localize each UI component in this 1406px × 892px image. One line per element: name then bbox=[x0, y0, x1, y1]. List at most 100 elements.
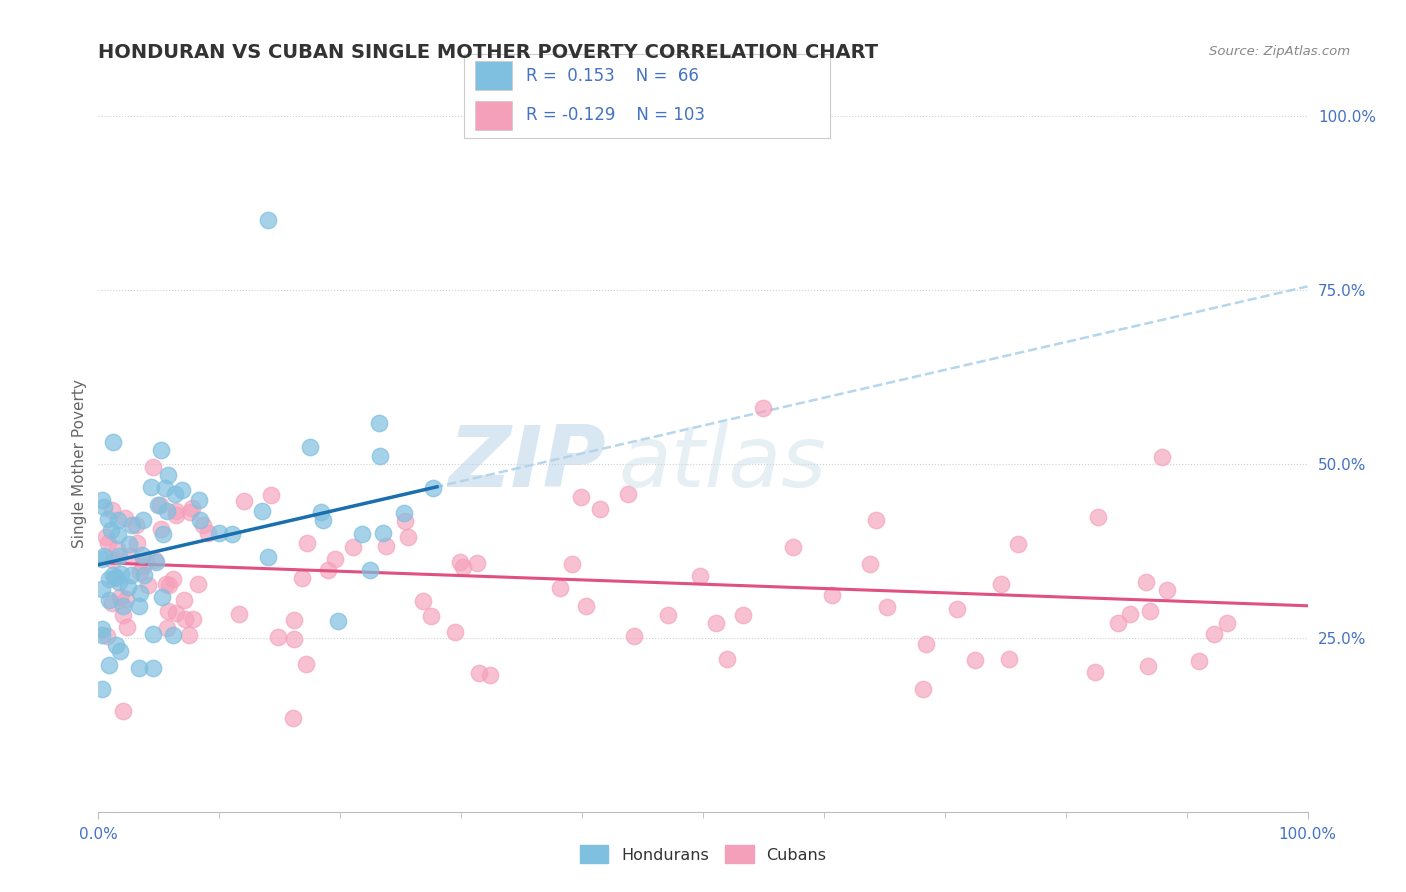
Point bbox=[297, 536, 319, 550]
Point bbox=[422, 481, 444, 495]
Point bbox=[479, 667, 502, 681]
Point bbox=[129, 586, 152, 600]
Point bbox=[221, 526, 243, 541]
Point bbox=[468, 665, 491, 680]
Point bbox=[142, 627, 165, 641]
Point bbox=[359, 564, 381, 578]
Point bbox=[153, 481, 176, 495]
Point bbox=[108, 644, 131, 658]
Point bbox=[114, 511, 136, 525]
Point bbox=[115, 620, 138, 634]
Point bbox=[571, 490, 593, 504]
Point bbox=[465, 557, 488, 571]
Point bbox=[149, 498, 172, 512]
Point bbox=[101, 567, 124, 582]
Point bbox=[121, 518, 143, 533]
Point bbox=[575, 599, 598, 613]
Point bbox=[181, 612, 204, 626]
Point bbox=[617, 487, 640, 501]
Point bbox=[105, 542, 128, 557]
Point bbox=[191, 518, 214, 533]
Point bbox=[1135, 575, 1157, 590]
Point bbox=[197, 525, 219, 540]
Point bbox=[912, 681, 935, 696]
Point bbox=[316, 563, 339, 577]
Point bbox=[350, 526, 373, 541]
Point bbox=[107, 528, 129, 542]
Point bbox=[1156, 583, 1178, 598]
Point bbox=[187, 577, 209, 591]
Point bbox=[148, 499, 170, 513]
Point bbox=[97, 536, 120, 550]
Point bbox=[256, 213, 278, 227]
Point bbox=[107, 513, 129, 527]
Point bbox=[100, 523, 122, 537]
Point bbox=[561, 557, 583, 571]
Point bbox=[101, 596, 124, 610]
Point bbox=[105, 638, 128, 652]
Point bbox=[267, 630, 290, 644]
Point bbox=[323, 552, 346, 566]
Point bbox=[93, 549, 115, 564]
Point bbox=[1083, 665, 1105, 679]
Point bbox=[150, 590, 173, 604]
Point bbox=[1119, 607, 1142, 621]
Point bbox=[326, 615, 349, 629]
Point bbox=[127, 536, 149, 550]
Point bbox=[157, 603, 180, 617]
Point bbox=[412, 594, 434, 608]
Point bbox=[149, 442, 172, 457]
Text: R =  0.153    N =  66: R = 0.153 N = 66 bbox=[526, 67, 699, 85]
Point bbox=[444, 624, 467, 639]
Point bbox=[716, 652, 738, 666]
Point bbox=[179, 627, 201, 641]
Point bbox=[97, 512, 120, 526]
Point bbox=[368, 449, 391, 463]
Point bbox=[104, 571, 127, 585]
Point bbox=[91, 681, 114, 696]
Point bbox=[128, 599, 150, 613]
Point bbox=[101, 553, 124, 567]
Point bbox=[865, 513, 887, 527]
Point bbox=[704, 616, 727, 631]
Point bbox=[1215, 615, 1237, 630]
Point bbox=[179, 505, 201, 519]
Point bbox=[657, 607, 679, 622]
Point bbox=[173, 592, 195, 607]
Point bbox=[145, 555, 167, 569]
Point bbox=[112, 704, 135, 718]
Point bbox=[128, 661, 150, 675]
Y-axis label: Single Mother Poverty: Single Mother Poverty bbox=[72, 379, 87, 549]
Point bbox=[419, 609, 441, 624]
Point bbox=[731, 607, 754, 622]
Point bbox=[111, 607, 134, 622]
Point bbox=[451, 560, 474, 574]
Point bbox=[132, 558, 155, 573]
Point bbox=[1202, 626, 1225, 640]
Point bbox=[188, 513, 211, 527]
Point bbox=[876, 599, 898, 614]
Point bbox=[228, 607, 250, 621]
Point bbox=[257, 550, 280, 565]
Point bbox=[342, 540, 364, 554]
Point bbox=[283, 632, 305, 646]
Point bbox=[281, 711, 304, 725]
Point bbox=[97, 658, 120, 673]
Point bbox=[752, 401, 775, 416]
Point bbox=[252, 504, 274, 518]
Point bbox=[149, 522, 172, 536]
Point bbox=[157, 578, 180, 592]
Text: Source: ZipAtlas.com: Source: ZipAtlas.com bbox=[1209, 45, 1350, 58]
Point bbox=[170, 483, 193, 497]
Point bbox=[152, 527, 174, 541]
Point bbox=[112, 599, 135, 613]
Point bbox=[135, 554, 157, 568]
Point bbox=[97, 592, 120, 607]
Point bbox=[131, 548, 153, 562]
Point bbox=[114, 592, 136, 607]
Point bbox=[165, 504, 187, 518]
Point bbox=[1139, 604, 1161, 618]
Point bbox=[1087, 509, 1109, 524]
Point bbox=[623, 629, 645, 643]
Point bbox=[162, 572, 184, 586]
